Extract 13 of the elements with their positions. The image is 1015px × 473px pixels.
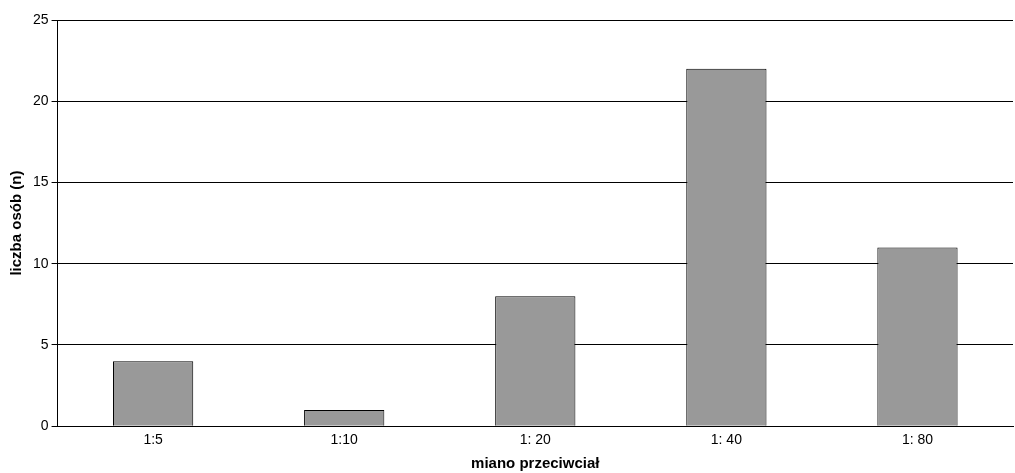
x-tick-label: 1:5 bbox=[143, 431, 164, 448]
y-axis-title: liczba osób (n) bbox=[7, 170, 25, 276]
x-tick-label: 1: 20 bbox=[519, 431, 552, 448]
y-tick-label: 0 bbox=[40, 417, 49, 434]
y-tick-label: 20 bbox=[32, 92, 49, 109]
x-axis-title: miano przeciwciał bbox=[471, 454, 601, 472]
y-tick-label: 15 bbox=[32, 173, 49, 190]
x-tick-label: 1: 80 bbox=[901, 431, 934, 448]
x-tick-label: 1: 40 bbox=[710, 431, 743, 448]
x-tick-label: 1:10 bbox=[330, 431, 359, 448]
y-tick-label: 5 bbox=[40, 335, 49, 352]
y-tick-label: 10 bbox=[32, 254, 49, 271]
y-tick-label: 25 bbox=[32, 10, 49, 27]
